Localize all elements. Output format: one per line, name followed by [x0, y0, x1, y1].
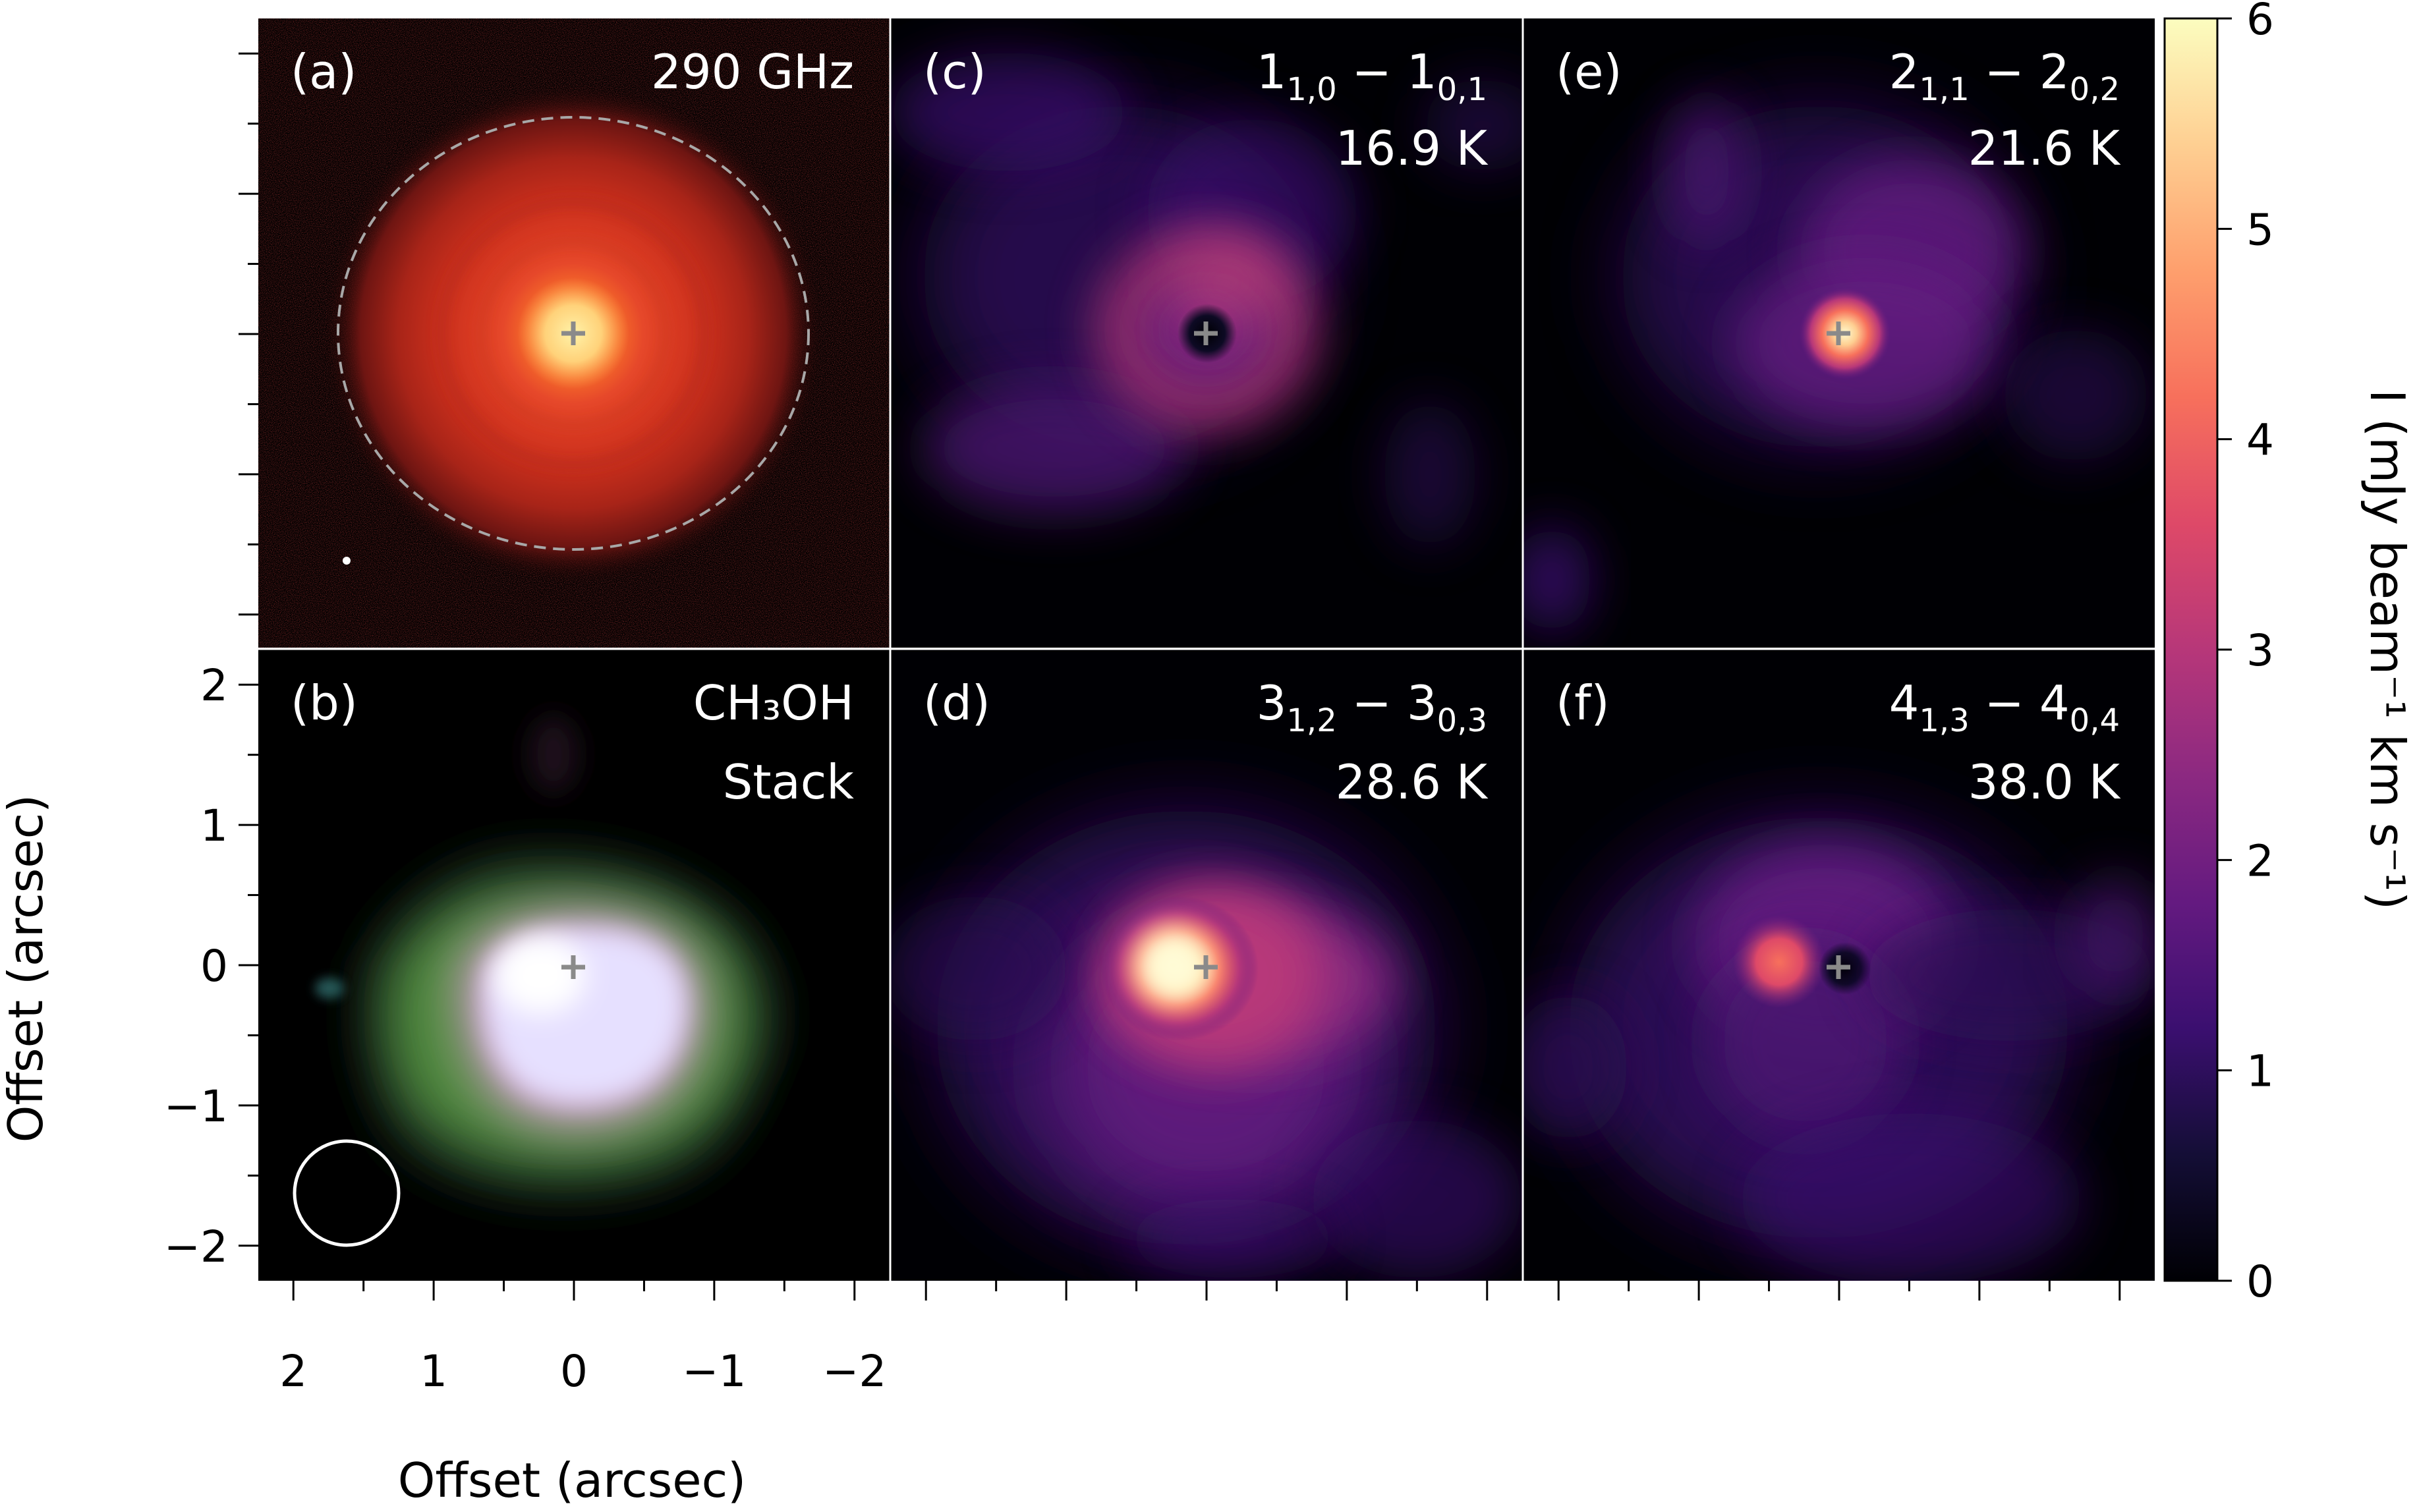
- panel-label-c: (c): [923, 44, 986, 99]
- panel-label-e: (e): [1556, 44, 1622, 99]
- panel-label-a: (a): [291, 44, 356, 99]
- x-tick-label: 0: [560, 1346, 588, 1397]
- panel-transition-c: 11,0 − 10,1: [1257, 44, 1487, 108]
- panel-title-b-line1: CH₃OH: [693, 675, 854, 731]
- center-cross-e: [1827, 322, 1850, 345]
- y-tick-label: 2: [200, 660, 228, 711]
- center-cross-b: [561, 955, 585, 979]
- x-axis-label: Offset (arcsec): [398, 1453, 747, 1508]
- panel-b-image: [293, 715, 773, 1247]
- colorbar-tick-label: 3: [2246, 625, 2274, 676]
- y-tick-label: −1: [164, 1081, 228, 1132]
- colorbar-label: I (mJy beam⁻¹ km s⁻¹): [2360, 389, 2415, 910]
- panel-label-b: (b): [291, 675, 358, 731]
- panel-label-d: (d): [923, 675, 990, 731]
- panel-transition-f: 41,3 − 40,4: [1889, 675, 2120, 739]
- panel-title-a: 290 GHz: [651, 44, 854, 99]
- center-cross-a: [561, 322, 585, 345]
- y-tick-labels: 2 1 0 −1 −2: [164, 660, 228, 1272]
- panel-energy-f: 38.0 K: [1968, 754, 2121, 810]
- y-tick-label: 1: [200, 800, 228, 851]
- panel-transition-e: 21,1 − 20,2: [1889, 44, 2120, 108]
- panel-energy-c: 16.9 K: [1336, 121, 1489, 176]
- x-tick-label: −2: [822, 1346, 886, 1397]
- beam-circle: [293, 1139, 401, 1247]
- center-cross-c: [1194, 322, 1218, 345]
- panel-transition-d: 31,2 − 30,3: [1257, 675, 1487, 739]
- x-tick-labels: 2 1 0 −1 −2: [279, 1346, 886, 1397]
- axis-ticks: [239, 52, 2121, 1301]
- x-tick-label: 1: [420, 1346, 447, 1397]
- colorbar-tick-label: 6: [2246, 0, 2274, 45]
- center-cross-d: [1194, 955, 1218, 979]
- center-cross-f: [1827, 955, 1850, 979]
- x-tick-label: 2: [279, 1346, 307, 1397]
- center-markers: [561, 322, 1850, 979]
- panel-e-image: [1523, 99, 2148, 632]
- y-tick-label: −2: [164, 1221, 228, 1272]
- colorbar-tick-label: 2: [2246, 835, 2274, 886]
- colorbar-tick-label: 1: [2246, 1046, 2274, 1097]
- colorbar-ticks: 0 1 2 3 4 5 6: [2217, 0, 2274, 1307]
- panel-energy-e: 21.6 K: [1968, 121, 2121, 176]
- colorbar-tick-label: 4: [2246, 415, 2274, 466]
- colorbar-tick-label: 0: [2246, 1256, 2274, 1307]
- x-tick-label: −1: [682, 1346, 746, 1397]
- colorbar-tick-label: 5: [2246, 204, 2274, 255]
- y-axis-label: Offset (arcsec): [0, 795, 53, 1143]
- panel-label-f: (f): [1556, 675, 1610, 731]
- y-tick-label: 0: [200, 941, 228, 992]
- panel-d-image: [891, 810, 1522, 1278]
- panel-title-b-line2: Stack: [723, 754, 855, 810]
- colorbar: [2163, 17, 2219, 1282]
- panel-separators: [258, 18, 2155, 1281]
- panel-f-image: [1523, 817, 2155, 1281]
- panel-energy-d: 28.6 K: [1336, 754, 1489, 810]
- dashed-ring: [337, 116, 810, 551]
- small-beam-marker: [343, 557, 351, 565]
